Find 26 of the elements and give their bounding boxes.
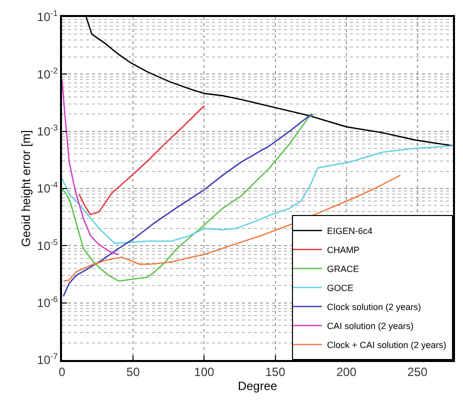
legend-label: GOCE <box>327 283 354 294</box>
legend-label: Clock solution (2 years) <box>327 302 422 312</box>
line-series <box>62 79 120 256</box>
line-series <box>78 105 205 216</box>
legend-label: Clock + CAI solution (2 years) <box>327 340 446 350</box>
x-tick-label: 200 <box>336 365 357 380</box>
x-tick-label: 100 <box>194 365 215 380</box>
y-tick-label: 10$^{-3}$ <box>37 122 58 139</box>
line-series <box>62 145 453 244</box>
x-tick-label: 150 <box>265 365 286 380</box>
x-tick-label: 50 <box>126 365 140 380</box>
y-axis-title: Geoid height error [m] <box>18 130 33 247</box>
y-tick-label: 10$^{-2}$ <box>37 65 58 82</box>
y-tick-label: 10$^{-1}$ <box>37 8 58 24</box>
y-tick-label: 10$^{-6}$ <box>37 294 58 310</box>
y-tick-label: 10$^{-5}$ <box>37 236 58 253</box>
legend-label: GRACE <box>327 264 360 274</box>
line-series <box>62 174 402 282</box>
legend-label: CAI solution (2 years) <box>327 321 414 332</box>
x-tick-label: 0 <box>58 365 66 380</box>
x-axis-title: Degree <box>238 379 278 394</box>
x-tick-label: 250 <box>407 365 428 380</box>
legend-label: EIGEN-6c4 <box>327 226 373 236</box>
y-tick-label: 10$^{-4}$ <box>37 180 58 196</box>
y-tick-label: 10$^{-7}$ <box>37 351 58 368</box>
legend-label: CHAMP <box>327 245 360 256</box>
